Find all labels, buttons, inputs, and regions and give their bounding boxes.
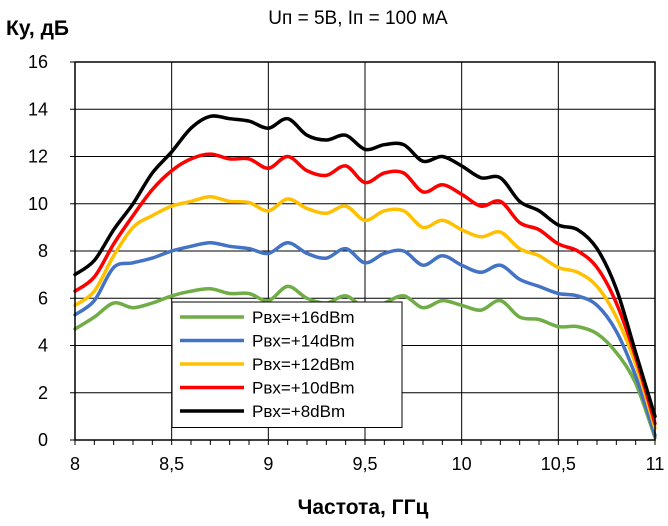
legend-label: Рвх=+14dBm (252, 332, 355, 351)
y-tick-label: 8 (38, 241, 48, 261)
y-tick-label: 12 (28, 147, 48, 167)
x-axis-title: Частота, ГГц (298, 496, 429, 519)
series-line-4 (73, 152, 657, 426)
y-axis-title: Ку, дБ (6, 17, 69, 40)
x-tick-label: 11 (646, 454, 665, 474)
legend-label: Рвх=+16dBm (252, 308, 355, 327)
x-tick-label: 9 (263, 454, 273, 474)
y-tick-label: 6 (38, 288, 48, 308)
x-tick-label: 8,5 (159, 454, 184, 474)
x-tick-label: 9,5 (352, 454, 377, 474)
series-line-3 (73, 194, 657, 430)
series-lines (73, 114, 657, 440)
series-line-5 (73, 114, 657, 419)
legend-label: Рвх=+10dBm (252, 379, 355, 398)
legend-label: Рвх=+12dBm (252, 355, 355, 374)
y-tick-label: 14 (28, 99, 48, 119)
legend-label: Рвх=+8dBm (252, 402, 345, 421)
y-tick-label: 10 (28, 194, 48, 214)
x-tick-label: 8 (70, 454, 80, 474)
x-tick-label: 10 (452, 454, 472, 474)
tick-labels: 8 8,5 9 9,5 10 10,5 11 0 2 4 6 8 10 12 14 16 (28, 52, 664, 474)
y-tick-label: 4 (38, 336, 48, 356)
x-tick-label: 10,5 (541, 454, 576, 474)
y-tick-label: 16 (28, 52, 48, 72)
y-tick-label: 0 (38, 430, 48, 450)
series-line-2 (73, 240, 657, 438)
plot-border (74, 61, 656, 441)
y-tick-label: 2 (38, 383, 48, 403)
chart-title: Uп = 5В, Iп = 100 мА (268, 8, 448, 29)
legend: Рвх=+16dBm Рвх=+14dBm Рвх=+12dBm Рвх=+10dBm… (171, 301, 403, 428)
